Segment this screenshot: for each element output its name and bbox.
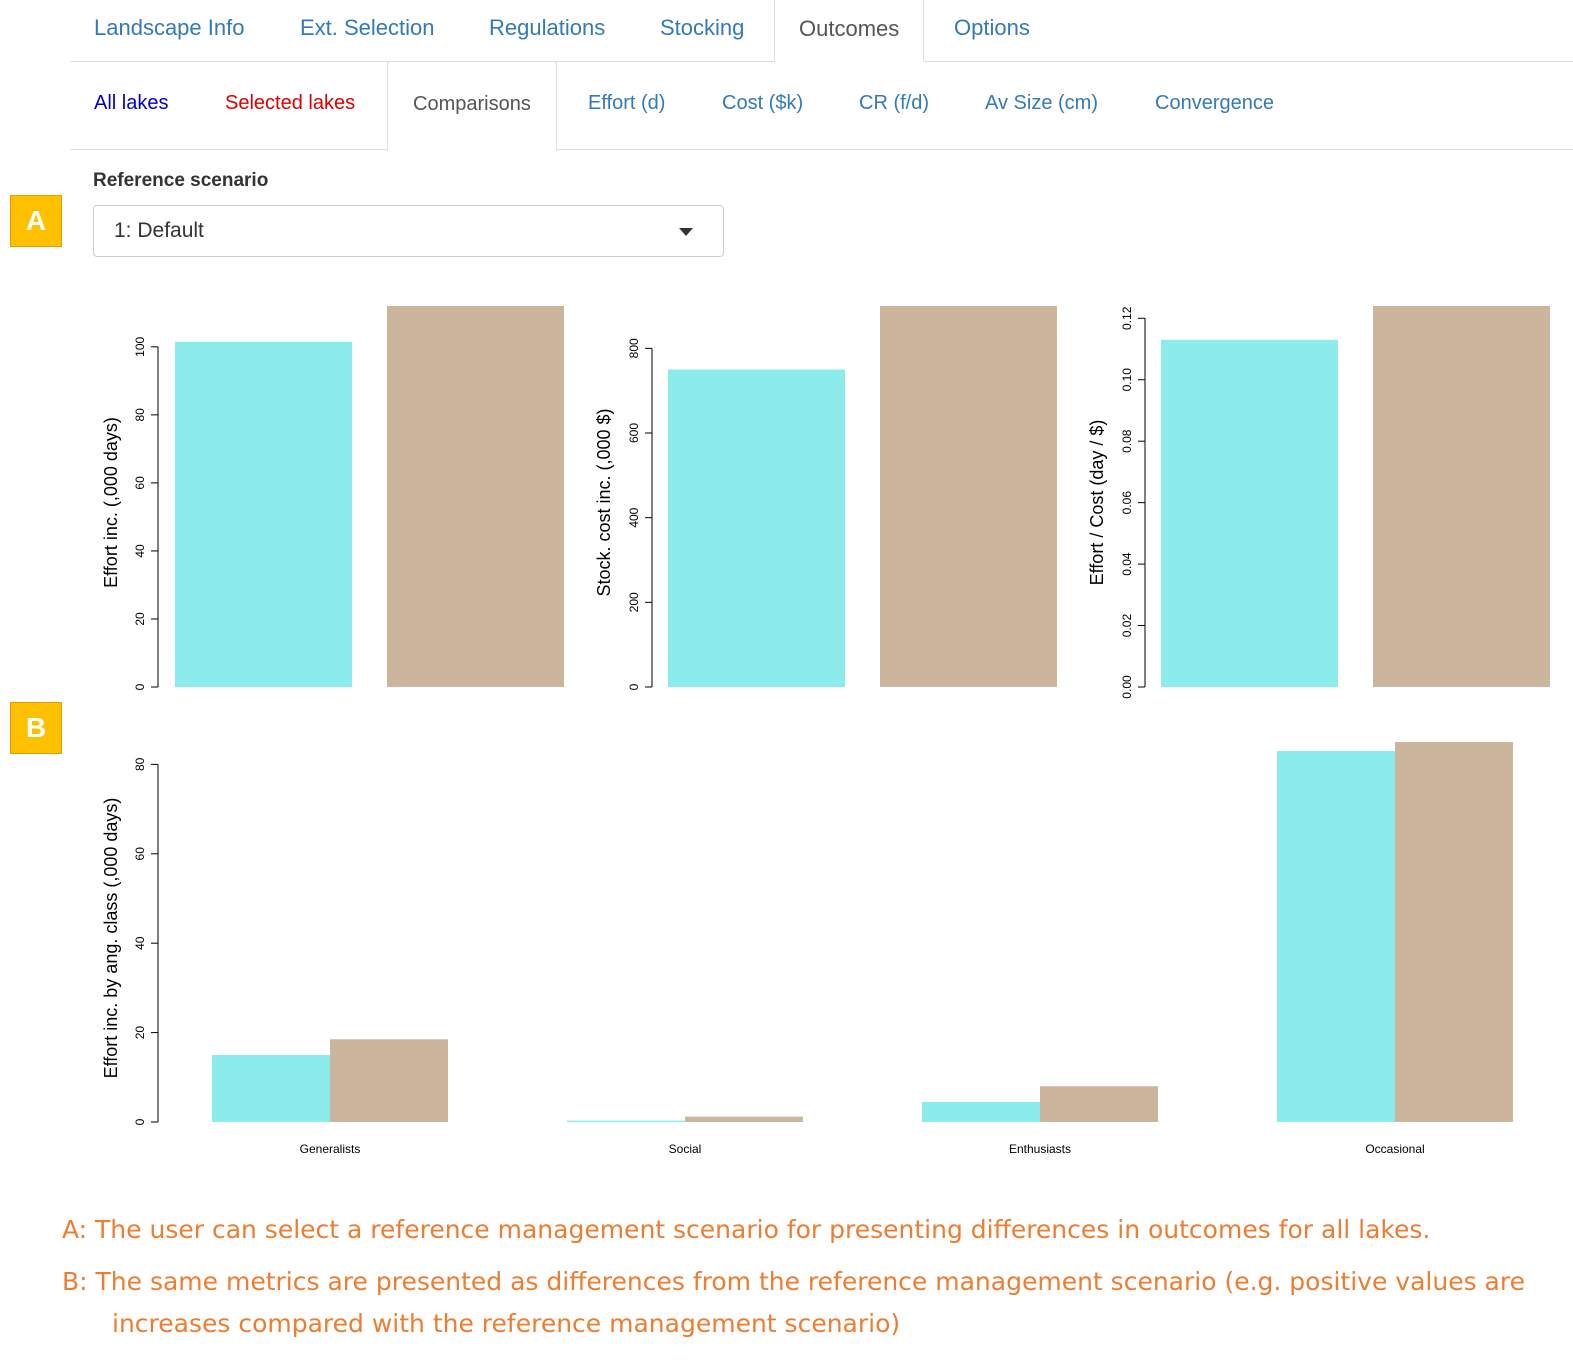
y-axis-label: Effort / Cost (day / $) <box>1087 420 1107 586</box>
annotation-badge-a: A <box>10 195 62 247</box>
y-tick-label: 0.02 <box>1120 614 1134 638</box>
y-tick-label: 80 <box>133 408 147 422</box>
reference-scenario-select[interactable]: 1: Default <box>93 205 724 257</box>
y-axis-label: Effort inc. (,000 days) <box>101 417 121 588</box>
tab-options[interactable]: Options <box>954 15 1030 40</box>
y-tick-label: 40 <box>133 936 147 950</box>
category-label: Occasional <box>1365 1142 1424 1156</box>
y-tick-label: 0.08 <box>1120 429 1134 453</box>
caret-down-icon <box>679 228 693 236</box>
note-a: A: The user can select a reference manag… <box>62 1215 1431 1244</box>
bar <box>1040 1086 1158 1122</box>
bar <box>685 1116 803 1122</box>
bar <box>668 369 845 687</box>
y-tick-label: 60 <box>133 847 147 861</box>
tab-outcomes[interactable]: Outcomes <box>774 0 925 62</box>
y-tick-label: 800 <box>627 338 641 358</box>
bar <box>1395 742 1513 1122</box>
chart-1: 0 20 40 60 80 100 Effort inc. (,000 days) <box>101 306 564 690</box>
bar <box>1161 339 1338 687</box>
y-tick-label: 20 <box>133 1026 147 1040</box>
tab-regulations[interactable]: Regulations <box>489 15 606 40</box>
category-label: Generalists <box>300 1142 361 1156</box>
tab-effort[interactable]: Effort (d) <box>588 92 666 114</box>
y-tick-label: 40 <box>133 544 147 558</box>
tab-cr[interactable]: CR (f/d) <box>859 92 929 114</box>
y-tick-label: 200 <box>627 592 641 612</box>
y-tick-label: 20 <box>133 612 147 626</box>
y-tick-label: 0.04 <box>1120 552 1134 576</box>
y-tick-label: 0 <box>627 683 641 690</box>
annotation-badge-b: B <box>10 702 62 754</box>
y-axis-label: Stock. cost inc. (,000 $) <box>594 408 614 596</box>
bar <box>387 306 564 687</box>
category-label: Enthusiasts <box>1009 1142 1071 1156</box>
y-tick-label: 100 <box>133 336 147 356</box>
sub-tab-bar: All lakes Selected lakes Comparisons Eff… <box>70 61 1573 151</box>
bar <box>175 341 352 687</box>
tab-stocking[interactable]: Stocking <box>660 15 745 40</box>
y-tick-label: 0 <box>133 683 147 690</box>
note-b-line2: increases compared with the reference ma… <box>112 1309 901 1338</box>
tab-cost[interactable]: Cost ($k) <box>722 92 804 114</box>
reference-scenario-label: Reference scenario <box>93 170 269 191</box>
note-b-line1: B: The same metrics are presented as dif… <box>62 1267 1525 1296</box>
y-tick-label: 400 <box>627 507 641 527</box>
category-label: Social <box>669 1142 702 1156</box>
bar <box>922 1101 1040 1122</box>
reference-scenario-value: 1: Default <box>114 219 204 242</box>
y-axis-label: Effort inc. by ang. class (,000 days) <box>101 798 121 1079</box>
tab-all-lakes[interactable]: All lakes <box>94 92 169 114</box>
bar <box>1277 750 1395 1122</box>
tab-av-size[interactable]: Av Size (cm) <box>985 92 1098 114</box>
y-tick-label: 0.10 <box>1120 368 1134 392</box>
chart-3: 0.00 0.02 0.04 0.06 0.08 0.10 0.12 Effort / Cos… <box>1087 306 1550 699</box>
bar <box>330 1039 448 1122</box>
y-tick-label: 0 <box>133 1118 147 1125</box>
tab-convergence[interactable]: Convergence <box>1155 92 1274 114</box>
main-tab-bar: Landscape Info Ext. Selection Regulation… <box>70 0 1573 62</box>
chart-2: 0 200 400 600 800 Stock. cost inc. (,000 $) <box>594 306 1057 690</box>
tab-selected-lakes[interactable]: Selected lakes <box>225 92 356 114</box>
bar <box>880 306 1057 687</box>
y-tick-label: 60 <box>133 476 147 490</box>
y-tick-label: 0.00 <box>1120 675 1134 699</box>
y-tick-label: 600 <box>627 423 641 443</box>
tab-ext-selection[interactable]: Ext. Selection <box>300 15 435 40</box>
bar <box>212 1054 330 1122</box>
y-tick-label: 0.12 <box>1120 306 1134 330</box>
tab-landscape-info[interactable]: Landscape Info <box>94 15 245 40</box>
bar <box>567 1120 685 1123</box>
y-tick-label: 0.06 <box>1120 491 1134 515</box>
y-tick-label: 80 <box>133 757 147 771</box>
chart-4: 0 20 40 60 80 Effort inc. by ang. class (,000… <box>101 742 1513 1156</box>
bar <box>1373 306 1550 687</box>
tab-comparisons[interactable]: Comparisons <box>387 61 557 151</box>
